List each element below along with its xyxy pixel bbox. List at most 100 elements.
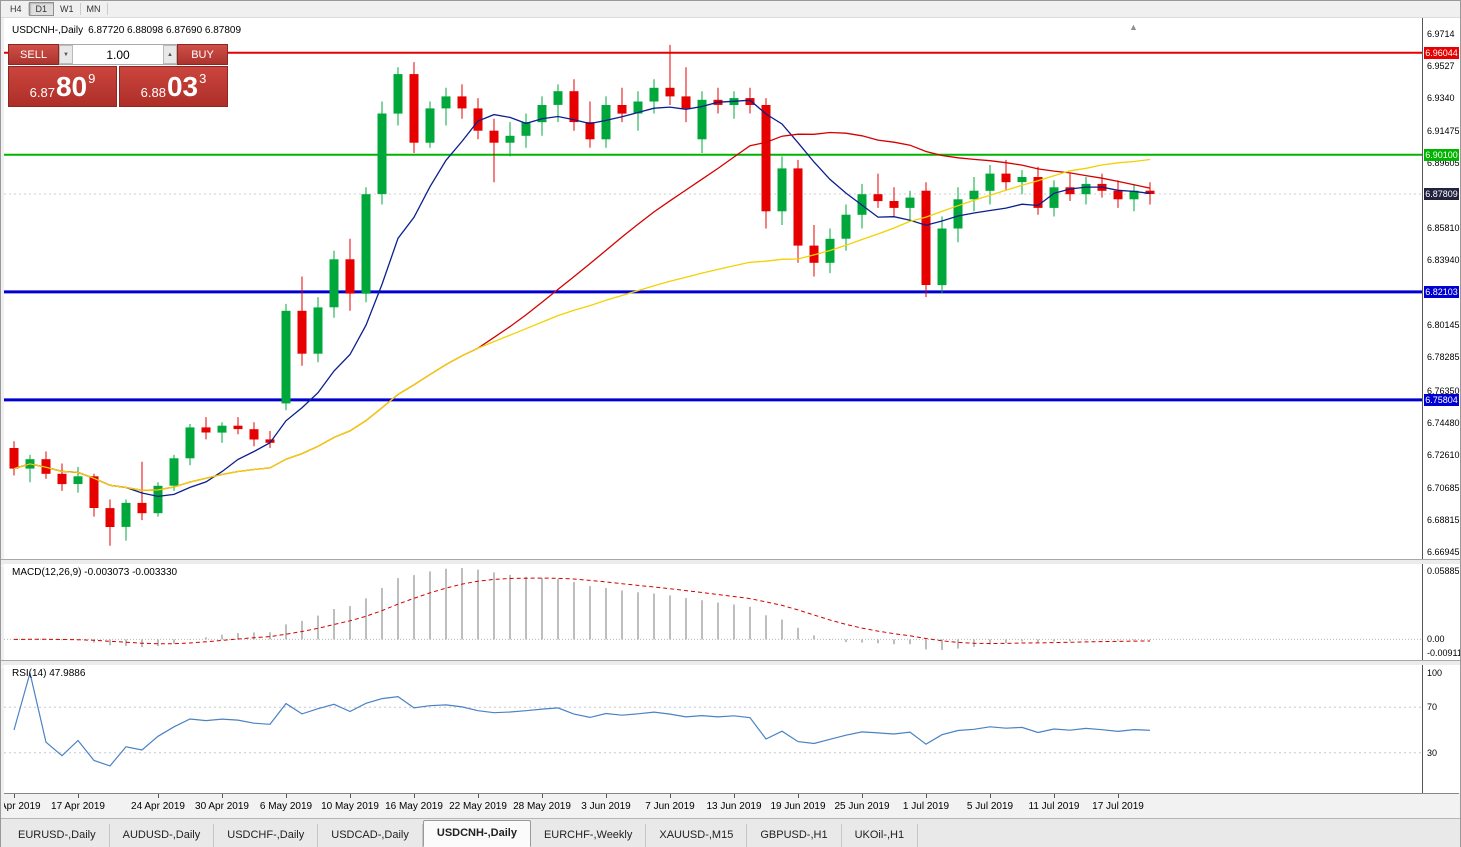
macd-indicator-label: MACD(12,26,9) -0.003073 -0.003330: [12, 567, 178, 578]
date-axis-tick: [862, 794, 863, 798]
buy-price-display[interactable]: 6.88 03 3: [119, 66, 228, 107]
tab-eurchf-weekly[interactable]: EURCHF-,Weekly: [531, 824, 647, 847]
date-axis-label: 13 Jun 2019: [706, 801, 762, 812]
date-axis-label: 17 Apr 2019: [51, 801, 105, 812]
date-axis-label: 3 Jun 2019: [581, 801, 631, 812]
tab-audusd-daily[interactable]: AUDUSD-,Daily: [110, 824, 215, 847]
volume-increase-button[interactable]: ▲: [163, 45, 177, 64]
date-axis-tick: [734, 794, 735, 798]
price-axis-label: 6.9714: [1427, 28, 1455, 39]
date-axis-label: 11 Apr 2019: [4, 801, 41, 812]
timeframe-d1[interactable]: D1: [28, 2, 55, 16]
date-axis-tick: [990, 794, 991, 798]
date-axis-tick: [350, 794, 351, 798]
price-axis-label: 6.83940: [1427, 255, 1460, 266]
date-axis-label: 5 Jul 2019: [966, 801, 1014, 812]
date-axis-tick: [1054, 794, 1055, 798]
price-axis-label: 6.74480: [1427, 417, 1460, 428]
candlesticks: [9, 44, 1155, 546]
price-axis-label: 6.76350: [1427, 385, 1460, 396]
date-axis-tick: [670, 794, 671, 798]
date-axis-tick: [606, 794, 607, 798]
date-axis-label: 7 Jun 2019: [645, 801, 695, 812]
price-level-tag: 6.82103: [1424, 285, 1459, 298]
rsi-canvas: [4, 672, 1422, 767]
tab-usdchf-daily[interactable]: USDCHF-,Daily: [214, 824, 319, 847]
one-click-trading-panel: SELL ▼ ▲ BUY 6.87 80 9 6.88 03 3: [8, 44, 228, 107]
macd-axis[interactable]: 0.058851 0.00 -0.009116: [1422, 564, 1460, 660]
date-axis-tick: [414, 794, 415, 798]
date-axis-tick: [14, 794, 15, 798]
macd-axis-label: 0.058851: [1427, 566, 1460, 576]
tab-usdcnh-daily[interactable]: USDCNH-,Daily: [422, 820, 531, 847]
rsi-axis[interactable]: 100 70 30: [1422, 665, 1460, 793]
tab-xauusd-m15[interactable]: XAUUSD-,M15: [646, 824, 748, 847]
date-axis-label: 25 Jun 2019: [834, 801, 890, 812]
date-axis-tick: [78, 794, 79, 798]
volume-box: ▼ ▲: [59, 44, 177, 65]
timeframe-toolbar: H4 D1 W1 MN: [1, 1, 1460, 18]
date-axis-label: 16 May 2019: [385, 801, 443, 812]
date-axis-label: 11 Jul 2019: [1028, 801, 1080, 812]
sell-price-head: 6.87: [29, 85, 55, 100]
date-axis-label: 1 Jul 2019: [902, 801, 950, 812]
date-axis-label: 17 Jul 2019: [1092, 801, 1144, 812]
timeframe-w1[interactable]: W1: [54, 3, 81, 15]
price-level-tag: 6.96044: [1424, 46, 1459, 59]
date-axis-tick: [542, 794, 543, 798]
price-level-tag: 6.90100: [1424, 148, 1459, 161]
rsi-axis-label: 100: [1427, 668, 1443, 678]
moving-average-50: [13, 158, 1151, 491]
rsi-line: [13, 672, 1151, 767]
date-axis-label: 22 May 2019: [449, 801, 507, 812]
date-axis-tick: [286, 794, 287, 798]
price-axis-label: 6.80145: [1427, 320, 1460, 331]
sell-price-display[interactable]: 6.87 80 9: [8, 66, 117, 107]
rsi-panel[interactable]: RSI(14) 47.9886: [4, 665, 1422, 793]
axis-corner: [1422, 793, 1459, 819]
scroll-to-end-marker-icon[interactable]: ▲: [1129, 22, 1138, 32]
sell-button[interactable]: SELL: [8, 44, 59, 65]
buy-button[interactable]: BUY: [177, 44, 228, 65]
tab-gbpusd-h1[interactable]: GBPUSD-,H1: [747, 824, 842, 847]
tab-ukoil-h1[interactable]: UKOil-,H1: [842, 824, 919, 847]
chart-ohlc-values: 6.87720 6.88098 6.87690 6.87809: [88, 25, 242, 36]
time-axis[interactable]: 11 Apr 2019 17 Apr 2019 24 Apr 2019 30 Apr …: [4, 793, 1422, 819]
price-axis-label: 6.66945: [1427, 546, 1460, 557]
price-chart-canvas: [4, 44, 1422, 546]
macd-signal-line: [13, 577, 1151, 645]
price-chart-panel[interactable]: USDCNH-,Daily 6.87720 6.88098 6.87690 6.8…: [4, 18, 1422, 559]
price-axis-label: 6.72610: [1427, 449, 1460, 460]
price-axis-label: 6.78285: [1427, 352, 1460, 363]
macd-panel[interactable]: MACD(12,26,9) -0.003073 -0.003330: [4, 564, 1422, 660]
date-axis-label: 28 May 2019: [513, 801, 571, 812]
date-axis-label: 30 Apr 2019: [195, 801, 249, 812]
buy-price-pip: 3: [199, 71, 207, 86]
tab-usdcad-daily[interactable]: USDCAD-,Daily: [318, 824, 423, 847]
price-axis[interactable]: 6.9714 6.9527 6.9340 6.91475 6.89605 6.85810 6…: [1422, 18, 1460, 559]
date-axis-tick: [222, 794, 223, 798]
rsi-axis-label: 70: [1427, 702, 1438, 713]
timeframe-mn[interactable]: MN: [81, 3, 108, 15]
moving-average-8: [13, 99, 1151, 498]
tab-eurusd-daily[interactable]: EURUSD-,Daily: [5, 824, 110, 847]
chart-title: USDCNH-,Daily 6.87720 6.88098 6.87690 6.8…: [12, 25, 241, 36]
price-axis-label: 6.9340: [1427, 93, 1455, 104]
sell-price-pip: 9: [88, 71, 96, 86]
timeframe-h4[interactable]: H4: [4, 3, 29, 15]
macd-axis-label: -0.009116: [1427, 648, 1460, 658]
current-price-tag: 6.87809: [1424, 188, 1459, 200]
price-axis-label: 6.85810: [1427, 223, 1460, 234]
date-axis-tick: [1118, 794, 1119, 798]
volume-input[interactable]: [73, 45, 163, 64]
chart-tab-bar: EURUSD-,Daily AUDUSD-,Daily USDCHF-,Daily U…: [1, 818, 1460, 847]
price-axis-label: 6.68815: [1427, 514, 1460, 525]
price-axis-label: 6.9527: [1427, 61, 1455, 72]
volume-decrease-button[interactable]: ▼: [59, 45, 73, 64]
price-level-tag: 6.75804: [1424, 393, 1459, 406]
date-axis-label: 24 Apr 2019: [131, 801, 185, 812]
buy-price-big: 03: [166, 70, 199, 102]
rsi-axis-label: 30: [1427, 747, 1438, 758]
date-axis-label: 6 May 2019: [259, 801, 313, 812]
